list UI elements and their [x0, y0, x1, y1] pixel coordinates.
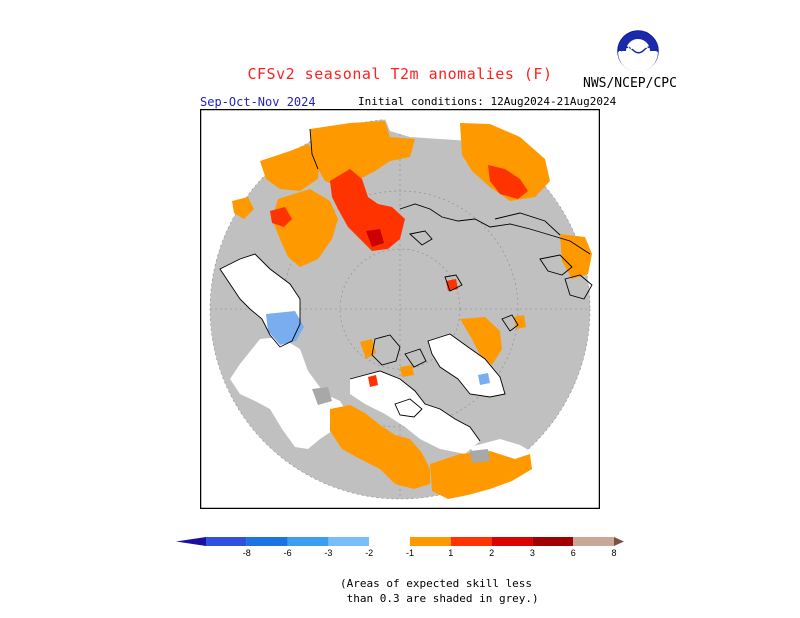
colorbar: -8 -6 -3 -2 -1 1 2 3 6 8	[174, 530, 626, 560]
colorbar-tick-label: -1	[406, 548, 414, 558]
colorbar-labels: -8 -6 -3 -2 -1 1 2 3 6 8	[243, 548, 617, 558]
colorbar-tick-label: 1	[448, 548, 453, 558]
footnote-line-1: (Areas of expected skill less	[340, 577, 533, 590]
colorbar-tick-label: 2	[489, 548, 494, 558]
meridians	[210, 119, 590, 499]
colorbar-swatches	[176, 537, 624, 546]
colorbar-svg: -8 -6 -3 -2 -1 1 2 3 6 8	[176, 537, 624, 558]
colorbar-tick-label: -3	[324, 548, 332, 558]
anomaly-orange	[232, 121, 592, 499]
map-canvas	[199, 108, 601, 510]
chart-title: CFSv2 seasonal T2m anomalies (F)	[247, 65, 553, 83]
colorbar-swatch	[206, 537, 247, 546]
low-skill-patches	[312, 387, 490, 463]
colorbar-tick-label: 8	[611, 548, 616, 558]
coastlines	[219, 128, 593, 442]
colorbar-swatch	[532, 537, 574, 546]
colorbar-tick-label: 3	[530, 548, 535, 558]
noaa-logo-text: NOAA	[628, 44, 649, 51]
footnote-line-2: than 0.3 are shaded in grey.)	[340, 592, 539, 605]
colorbar-swatch	[491, 537, 533, 546]
colorbar-swatch	[246, 537, 288, 546]
colorbar-swatch	[450, 537, 492, 546]
anomaly-red	[270, 165, 528, 387]
colorbar-swatch	[369, 537, 410, 546]
skill-footnote: (Areas of expected skill less than 0.3 a…	[340, 576, 539, 606]
season-label: Sep-Oct-Nov 2024	[200, 95, 316, 109]
colorbar-tick-label: 6	[571, 548, 576, 558]
noaa-logo-icon: NOAA	[617, 30, 659, 72]
colorbar-swatch	[573, 537, 614, 546]
colorbar-tick-label: -2	[365, 548, 373, 558]
colorbar-swatch	[287, 537, 329, 546]
initial-conditions-label: Initial conditions: 12Aug2024-21Aug2024	[358, 95, 617, 108]
polar-anomaly-map	[199, 108, 601, 510]
colorbar-swatch	[410, 537, 451, 546]
colorbar-arrow-right	[614, 537, 624, 546]
hemisphere-mask	[200, 109, 600, 509]
colorbar-swatch	[328, 537, 370, 546]
anomaly-dark-red	[366, 229, 384, 247]
colorbar-tick-label: -6	[284, 548, 292, 558]
colorbar-tick-label: -8	[243, 548, 251, 558]
colorbar-arrow-left	[176, 537, 206, 546]
agency-label: NWS/NCEP/CPC	[583, 76, 677, 91]
